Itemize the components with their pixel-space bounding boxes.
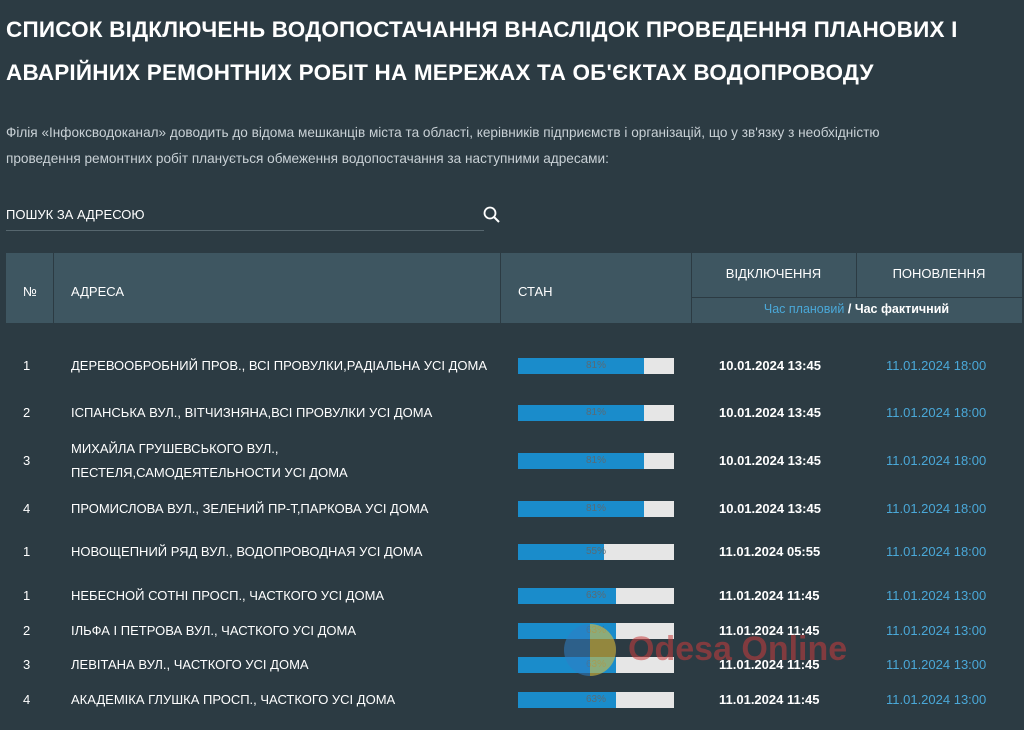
update-time: 11.01.2024 18:00	[886, 358, 987, 373]
progress-label: 81%	[585, 360, 606, 371]
col-header: №	[23, 284, 37, 299]
row-address: ЛЕВІТАНА ВУЛ., ЧАСТКОГО УСІ ДОМА	[71, 657, 309, 672]
col-header: АДРЕСА	[71, 284, 125, 299]
row-number: 2	[23, 405, 31, 420]
row-number: 3	[23, 657, 31, 672]
off-time: 11.01.2024 11:45	[719, 588, 820, 603]
legend-planned: Час плановий	[763, 302, 845, 316]
row-number: 1	[23, 544, 31, 559]
off-time: 10.01.2024 13:45	[719, 501, 821, 516]
update-time: 11.01.2024 18:00	[886, 544, 987, 559]
divider	[500, 253, 501, 323]
progress-fill	[518, 453, 645, 469]
row-address: НОВОЩЕПНИЙ РЯД ВУЛ., ВОДОПРОВОДНАЯ УСІ Д…	[71, 544, 423, 559]
off-time: 10.01.2024 13:45	[719, 405, 821, 420]
row-address: ІЛЬФА І ПЕТРОВА ВУЛ., ЧАСТКОГО УСІ ДОМА	[71, 623, 356, 638]
off-time: 10.01.2024 13:45	[719, 358, 821, 373]
row-number: 3	[23, 453, 31, 468]
progress-label: 55%	[585, 546, 606, 557]
progress-fill	[518, 692, 617, 708]
progress-bar: 55%	[518, 544, 674, 560]
progress-label: 63%	[585, 694, 606, 705]
off-time: 11.01.2024 11:45	[719, 623, 820, 638]
progress-bar: 81%	[518, 358, 674, 374]
row-number: 1	[23, 358, 31, 373]
off-time: 11.01.2024 11:45	[719, 657, 820, 672]
update-time: 11.01.2024 13:00	[886, 623, 987, 638]
table-header	[6, 253, 1022, 323]
update-time: 11.01.2024 13:00	[886, 657, 987, 672]
row-address: НЕБЕСНОЙ СОТНІ ПРОСП., ЧАСТКОГО УСІ ДОМА	[71, 588, 385, 603]
time-legend: Час плановий / Час фактичний	[691, 302, 1022, 316]
progress-bar: 81%	[518, 501, 674, 517]
intro: проведення ремонтних робіт планується об…	[6, 151, 609, 166]
search-input[interactable]: ПОШУК ЗА АДРЕСОЮ	[6, 207, 145, 222]
legend-actual: Час фактичний	[854, 302, 950, 316]
progress-fill	[518, 588, 617, 604]
row-number: 1	[23, 588, 31, 603]
off-time: 10.01.2024 13:45	[719, 453, 821, 468]
progress-fill	[518, 358, 645, 374]
update-time: 11.01.2024 18:00	[886, 501, 987, 516]
row-address: МИХАЙЛА ГРУШЕВСЬКОГО ВУЛ., ПЕСТЕЛЯ,САМОД…	[71, 441, 348, 480]
col-header: ПОНОВЛЕННЯ	[892, 266, 986, 281]
row-number: 4	[23, 692, 31, 707]
off-time: 11.01.2024 05:55	[719, 544, 821, 559]
search-underline	[6, 230, 484, 231]
row-number: 4	[23, 501, 31, 516]
row-address: АКАДЕМІКА ГЛУШКА ПРОСП., ЧАСТКОГО УСІ ДО…	[71, 692, 396, 707]
update-time: 11.01.2024 18:00	[886, 405, 987, 420]
progress-bar: 63%	[518, 588, 674, 604]
update-time: 11.01.2024 18:00	[886, 453, 987, 468]
title: АВАРІЙНИХ РЕМОНТНИХ РОБІТ НА МЕРЕЖАХ ТА …	[6, 60, 874, 85]
divider	[53, 253, 54, 323]
watermark: Odesa Online	[628, 630, 848, 668]
progress-label: 81%	[585, 407, 606, 418]
progress-label: 63%	[585, 590, 606, 601]
row-address: ІСПАНСЬКА ВУЛ., ВІТЧИЗНЯНА,ВСІ ПРОВУЛКИ …	[71, 405, 433, 420]
update-time: 11.01.2024 13:00	[886, 692, 987, 707]
progress-fill	[518, 405, 645, 421]
intro: Філія «Інфоксводоканал» доводить до відо…	[6, 125, 880, 140]
progress-bar: 81%	[518, 453, 674, 469]
row-number: 2	[23, 623, 31, 638]
col-header: СТАН	[518, 284, 553, 299]
row-address: ДЕРЕВООБРОБНИЙ ПРОВ., ВСІ ПРОВУЛКИ,РАДІА…	[71, 358, 487, 373]
divider	[691, 297, 1022, 298]
row-address: ПРОМИСЛОВА ВУЛ., ЗЕЛЕНИЙ ПР-Т,ПАРКОВА УС…	[71, 501, 429, 516]
col-header: ВІДКЛЮЧЕННЯ	[725, 266, 822, 281]
watermark-logo	[564, 624, 616, 676]
divider	[691, 253, 692, 323]
progress-label: 81%	[585, 503, 606, 514]
progress-bar: 63%	[518, 692, 674, 708]
search-icon[interactable]	[483, 206, 501, 224]
legend-separator: /	[847, 302, 852, 316]
progress-bar: 81%	[518, 405, 674, 421]
progress-label: 81%	[585, 455, 606, 466]
progress-fill	[518, 544, 604, 560]
progress-fill	[518, 501, 645, 517]
title: СПИСОК ВІДКЛЮЧЕНЬ ВОДОПОСТАЧАННЯ ВНАСЛІД…	[6, 17, 958, 42]
update-time: 11.01.2024 13:00	[886, 588, 987, 603]
off-time: 11.01.2024 11:45	[719, 692, 820, 707]
divider	[856, 253, 857, 297]
